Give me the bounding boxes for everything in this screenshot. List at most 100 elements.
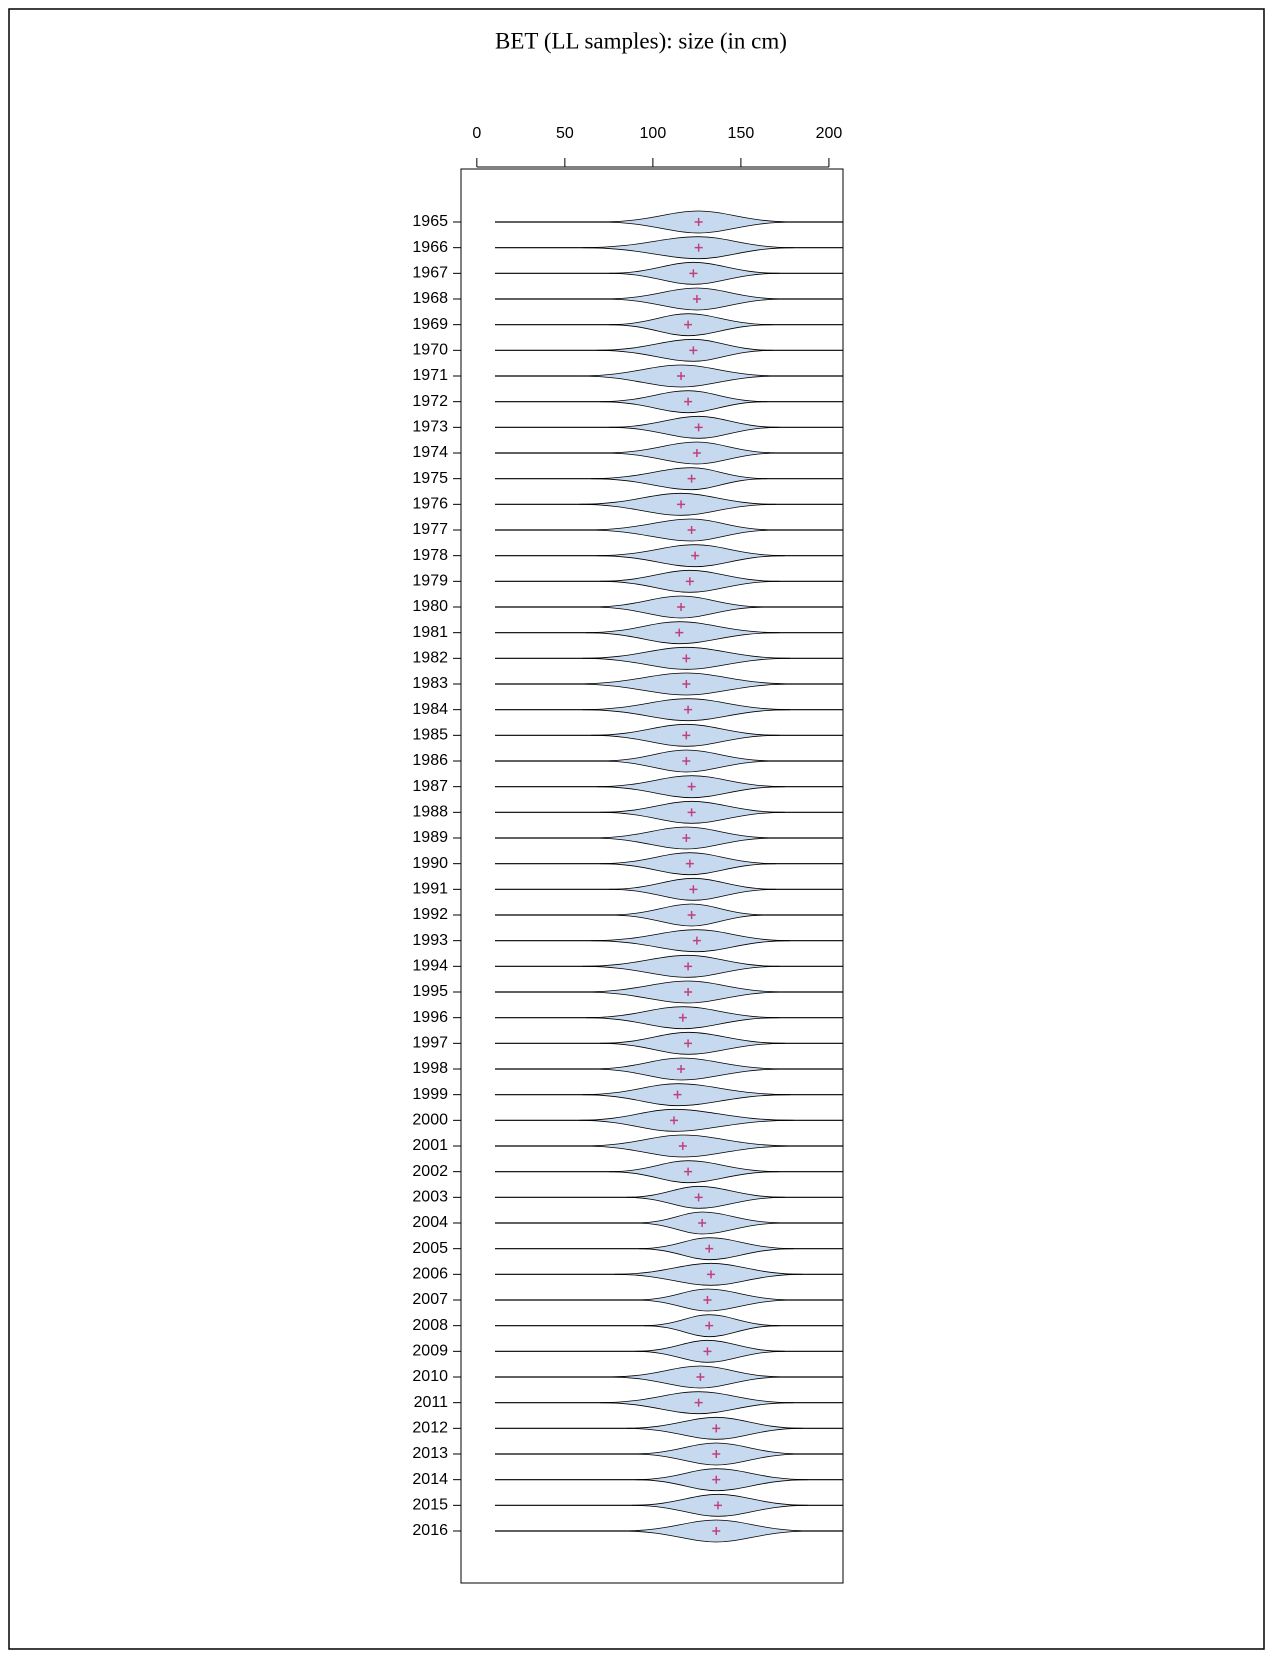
y-tick-label: 1979 [412,573,448,590]
y-tick-label: 1998 [412,1060,448,1077]
mean-marker [670,1116,679,1125]
mean-marker [687,911,696,919]
mean-marker [692,449,701,457]
y-tick-label: 2003 [412,1189,448,1206]
frame [8,8,1265,1650]
y-tick-label: 1976 [412,496,448,513]
mean-marker [673,1090,682,1099]
mean-marker [684,962,693,971]
y-tick-label: 2011 [414,1394,449,1411]
violin [638,1237,794,1261]
y-tick-label: 2007 [412,1291,448,1308]
violin [591,929,791,953]
x-tick-label: 150 [728,125,755,142]
mean-marker [678,1142,687,1150]
x-tick-label: 0 [472,125,481,142]
mean-marker [687,526,696,534]
y-tick-label: 1978 [412,547,448,564]
mean-marker [698,1219,707,1227]
mean-marker [684,320,693,329]
violin [626,1185,785,1209]
mean-marker [694,243,703,252]
y-tick-label: 1977 [412,521,448,538]
y-tick-label: 2000 [412,1112,448,1129]
y-tick-label: 1972 [412,393,448,410]
violin [635,1211,785,1235]
mean-marker [677,1065,686,1073]
violin [585,518,777,542]
mean-marker [682,654,691,663]
mean-marker [687,474,696,483]
violin [635,1468,808,1492]
x-tick-label: 200 [816,125,843,142]
mean-marker [712,1450,721,1458]
mean-marker [689,269,698,278]
chart-title: BET (LL samples): size (in cm) [495,28,787,53]
mean-marker [692,295,701,303]
y-tick-label: 1984 [412,701,448,718]
mean-marker [687,782,696,791]
y-tick-label: 1992 [412,906,448,923]
y-tick-label: 2006 [412,1266,448,1283]
mean-marker [705,1321,714,1330]
mean-marker [682,680,691,688]
y-tick-label: 2008 [412,1317,448,1334]
y-tick-label: 2013 [412,1445,448,1462]
y-tick-label: 1999 [412,1086,448,1103]
y-tick-label: 1997 [412,1035,448,1052]
mean-marker [706,1270,715,1279]
mean-marker [703,1347,712,1356]
violin [635,1288,794,1312]
y-tick-label: 1980 [412,598,448,615]
y-tick-label: 1996 [412,1009,448,1026]
y-tick-label: 1995 [412,983,448,1000]
y-tick-label: 1987 [412,778,448,795]
mean-marker [714,1501,723,1510]
y-tick-label: 2015 [412,1497,448,1514]
violin [578,1108,794,1132]
y-tick-label: 1988 [412,804,448,821]
y-tick-label: 2002 [412,1163,448,1180]
mean-marker [694,423,703,432]
mean-marker [712,1475,721,1484]
mean-marker [712,1424,721,1433]
violin [600,390,768,414]
mean-marker [684,397,693,406]
mean-marker [694,218,703,226]
violin [591,467,768,491]
y-tick-label: 1989 [412,829,448,846]
mean-marker [677,603,686,611]
mean-marker [691,551,700,560]
y-tick-label: 2014 [412,1471,448,1488]
y-tick-label: 1986 [412,752,448,769]
violin [608,415,780,439]
y-tick-label: 1981 [412,624,448,641]
y-tick-label: 2012 [412,1420,448,1437]
x-tick-label: 100 [640,125,667,142]
mean-marker [705,1244,714,1253]
y-tick-label: 1975 [412,470,448,487]
mean-marker [692,936,701,945]
y-tick-label: 1967 [412,265,448,282]
y-tick-label: 1985 [412,727,448,744]
plot-box [460,168,844,1584]
mean-marker [677,372,686,380]
y-tick-label: 1982 [412,650,448,667]
y-tick-label: 1983 [412,675,448,692]
y-tick-label: 1970 [412,342,448,359]
mean-marker [675,628,684,637]
mean-marker [677,500,686,509]
y-tick-label: 2016 [412,1522,448,1539]
mean-marker [696,1373,705,1381]
y-tick-label: 1968 [412,290,448,307]
y-tick-label: 2009 [412,1343,448,1360]
y-tick-label: 1990 [412,855,448,872]
y-tick-label: 2005 [412,1240,448,1257]
violin [582,1134,794,1158]
x-tick-label: 50 [556,125,574,142]
mean-marker [703,1296,712,1304]
mean-marker [687,808,696,817]
violin [582,1083,791,1107]
mean-marker [689,346,698,355]
y-tick-label: 1969 [412,316,448,333]
